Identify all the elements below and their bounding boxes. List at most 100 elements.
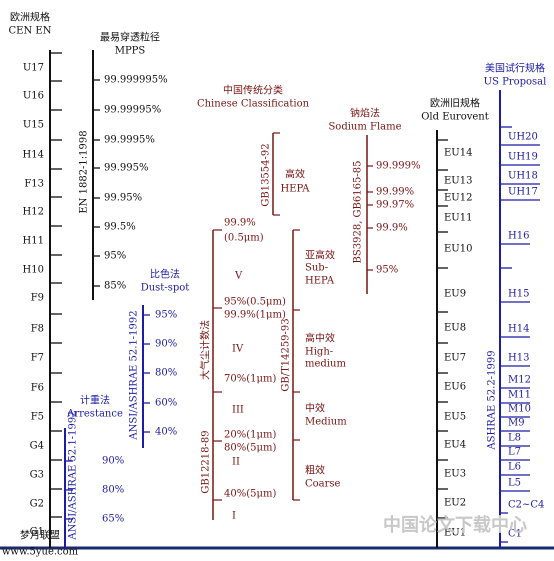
- eurovent-class: EU6: [444, 382, 466, 393]
- eurovent-class: EU4: [444, 440, 466, 451]
- counting-label: 80%(5μm): [224, 443, 276, 454]
- dust-spot-value: 95%: [155, 310, 177, 321]
- us-class: H13: [508, 353, 529, 364]
- standard-label: ANSI/ASHRAE 52.1-1992: [68, 410, 79, 540]
- us-class: L7: [508, 447, 521, 458]
- column-subtitle: MPPS: [115, 46, 146, 57]
- eurovent-class: EU10: [444, 244, 472, 255]
- column-subtitle: Arrestance: [66, 409, 123, 420]
- column-title: 计重法: [80, 394, 110, 407]
- hepa-label: HEPA: [280, 184, 310, 195]
- watermark: 梦月联盟: [20, 530, 60, 542]
- en-class: U16: [23, 91, 44, 102]
- standard-label: EN 1882-1:1998: [79, 130, 90, 213]
- counting-label: IV: [232, 344, 244, 355]
- column-subtitle: US Proposal: [484, 77, 547, 88]
- sodium-flame-value: 95%: [376, 265, 398, 276]
- column-title: 欧洲旧规格: [430, 97, 480, 110]
- eurovent-class: EU8: [444, 323, 466, 334]
- general-label: 中效: [305, 402, 325, 415]
- mpps-value: 99.5%: [104, 222, 136, 233]
- counting-label: 20%(1μm): [224, 430, 276, 441]
- en-class: U17: [23, 63, 44, 74]
- eurovent-class: EU3: [444, 469, 466, 480]
- general-label: HEPA: [305, 276, 335, 287]
- column-subtitle: Old Eurovent: [421, 112, 489, 123]
- standard-label: GB12218-89: [201, 430, 212, 493]
- eurovent-class: EU14: [444, 148, 472, 159]
- en-class: F6: [31, 383, 44, 394]
- dust-spot-value: 60%: [155, 398, 177, 409]
- sodium-flame-value: 99.99%: [376, 187, 414, 198]
- eurovent-class: EU12: [444, 193, 472, 204]
- us-class: UH19: [508, 152, 538, 163]
- counting-label: 95%(0.5μm): [224, 297, 286, 308]
- general-label: Sub-: [305, 263, 328, 274]
- en-class: H12: [23, 207, 44, 218]
- eurovent-class: EU9: [444, 289, 466, 300]
- counting-label: I: [232, 511, 236, 522]
- arrestance-value: 90%: [102, 456, 124, 467]
- general-label: 亚高效: [305, 249, 335, 262]
- us-class: M10: [508, 404, 531, 415]
- dust-spot-value: 90%: [155, 339, 177, 350]
- hepa-label: 高效: [285, 168, 305, 181]
- en-class: G4: [30, 441, 44, 452]
- general-label: High-: [305, 347, 333, 358]
- column-subtitle: Sodium Flame: [328, 122, 401, 133]
- counting-label: II: [232, 457, 240, 468]
- arrestance-value: 80%: [102, 485, 124, 496]
- general-label: medium: [305, 359, 346, 370]
- column-title: 欧洲规格: [10, 11, 50, 24]
- mpps-value: 99.95%: [104, 193, 142, 204]
- eurovent-class: EU13: [444, 176, 472, 187]
- standard-label: GB13554-92: [261, 143, 272, 206]
- en-class: H10: [23, 265, 44, 276]
- column-subtitle: Dust-spot: [141, 283, 190, 294]
- standard-label: ASHRAE 52.2-1999: [487, 350, 498, 450]
- us-class: UH18: [508, 171, 538, 182]
- us-class: H16: [508, 231, 529, 242]
- en-class: H11: [23, 236, 44, 247]
- mpps-value: 99.99995%: [104, 105, 161, 116]
- mpps-value: 99.999995%: [104, 75, 168, 86]
- general-label: 高中效: [305, 332, 335, 345]
- watermark: www.5yue.com: [2, 547, 79, 558]
- en-class: F9: [31, 293, 44, 304]
- eurovent-class: EU5: [444, 412, 466, 423]
- en-class: H14: [23, 150, 44, 161]
- mpps-value: 99.995%: [104, 163, 149, 174]
- counting-label: (0.5μm): [224, 233, 264, 244]
- column-title: 中国传统分类: [223, 84, 283, 97]
- method-label: 大气尘计数法: [199, 320, 212, 380]
- counting-label: V: [234, 271, 243, 282]
- column-subtitle: CEN EN: [9, 26, 52, 37]
- en-class: G2: [30, 499, 44, 510]
- column-title: 美国试行规格: [485, 62, 545, 75]
- en-class: F5: [31, 412, 44, 423]
- us-class: L8: [508, 433, 521, 444]
- standard-label: ANSI/ASHRAE 52.1-1992: [129, 310, 140, 440]
- dust-spot-value: 80%: [155, 368, 177, 379]
- general-label: Medium: [305, 417, 347, 428]
- en-class: F7: [31, 353, 44, 364]
- counting-label: 70%(1μm): [224, 374, 276, 385]
- dust-spot-value: 40%: [155, 427, 177, 438]
- en-class: U15: [23, 120, 44, 131]
- counting-label: III: [232, 405, 244, 416]
- standard-label: GB/T14259-93: [281, 318, 292, 391]
- us-class: L6: [508, 462, 521, 473]
- us-class: M9: [508, 418, 525, 429]
- sodium-flame-value: 99.97%: [376, 200, 414, 211]
- general-label: 粗效: [305, 464, 325, 477]
- eurovent-class: EU2: [444, 498, 466, 509]
- column-subtitle: Chinese Classification: [197, 99, 310, 110]
- en-class: F13: [24, 179, 44, 190]
- eurovent-class: EU1: [444, 528, 466, 539]
- mpps-value: 99.9995%: [104, 135, 155, 146]
- us-class: C1: [508, 529, 522, 540]
- mpps-value: 85%: [104, 281, 126, 292]
- us-class: UH17: [508, 187, 538, 198]
